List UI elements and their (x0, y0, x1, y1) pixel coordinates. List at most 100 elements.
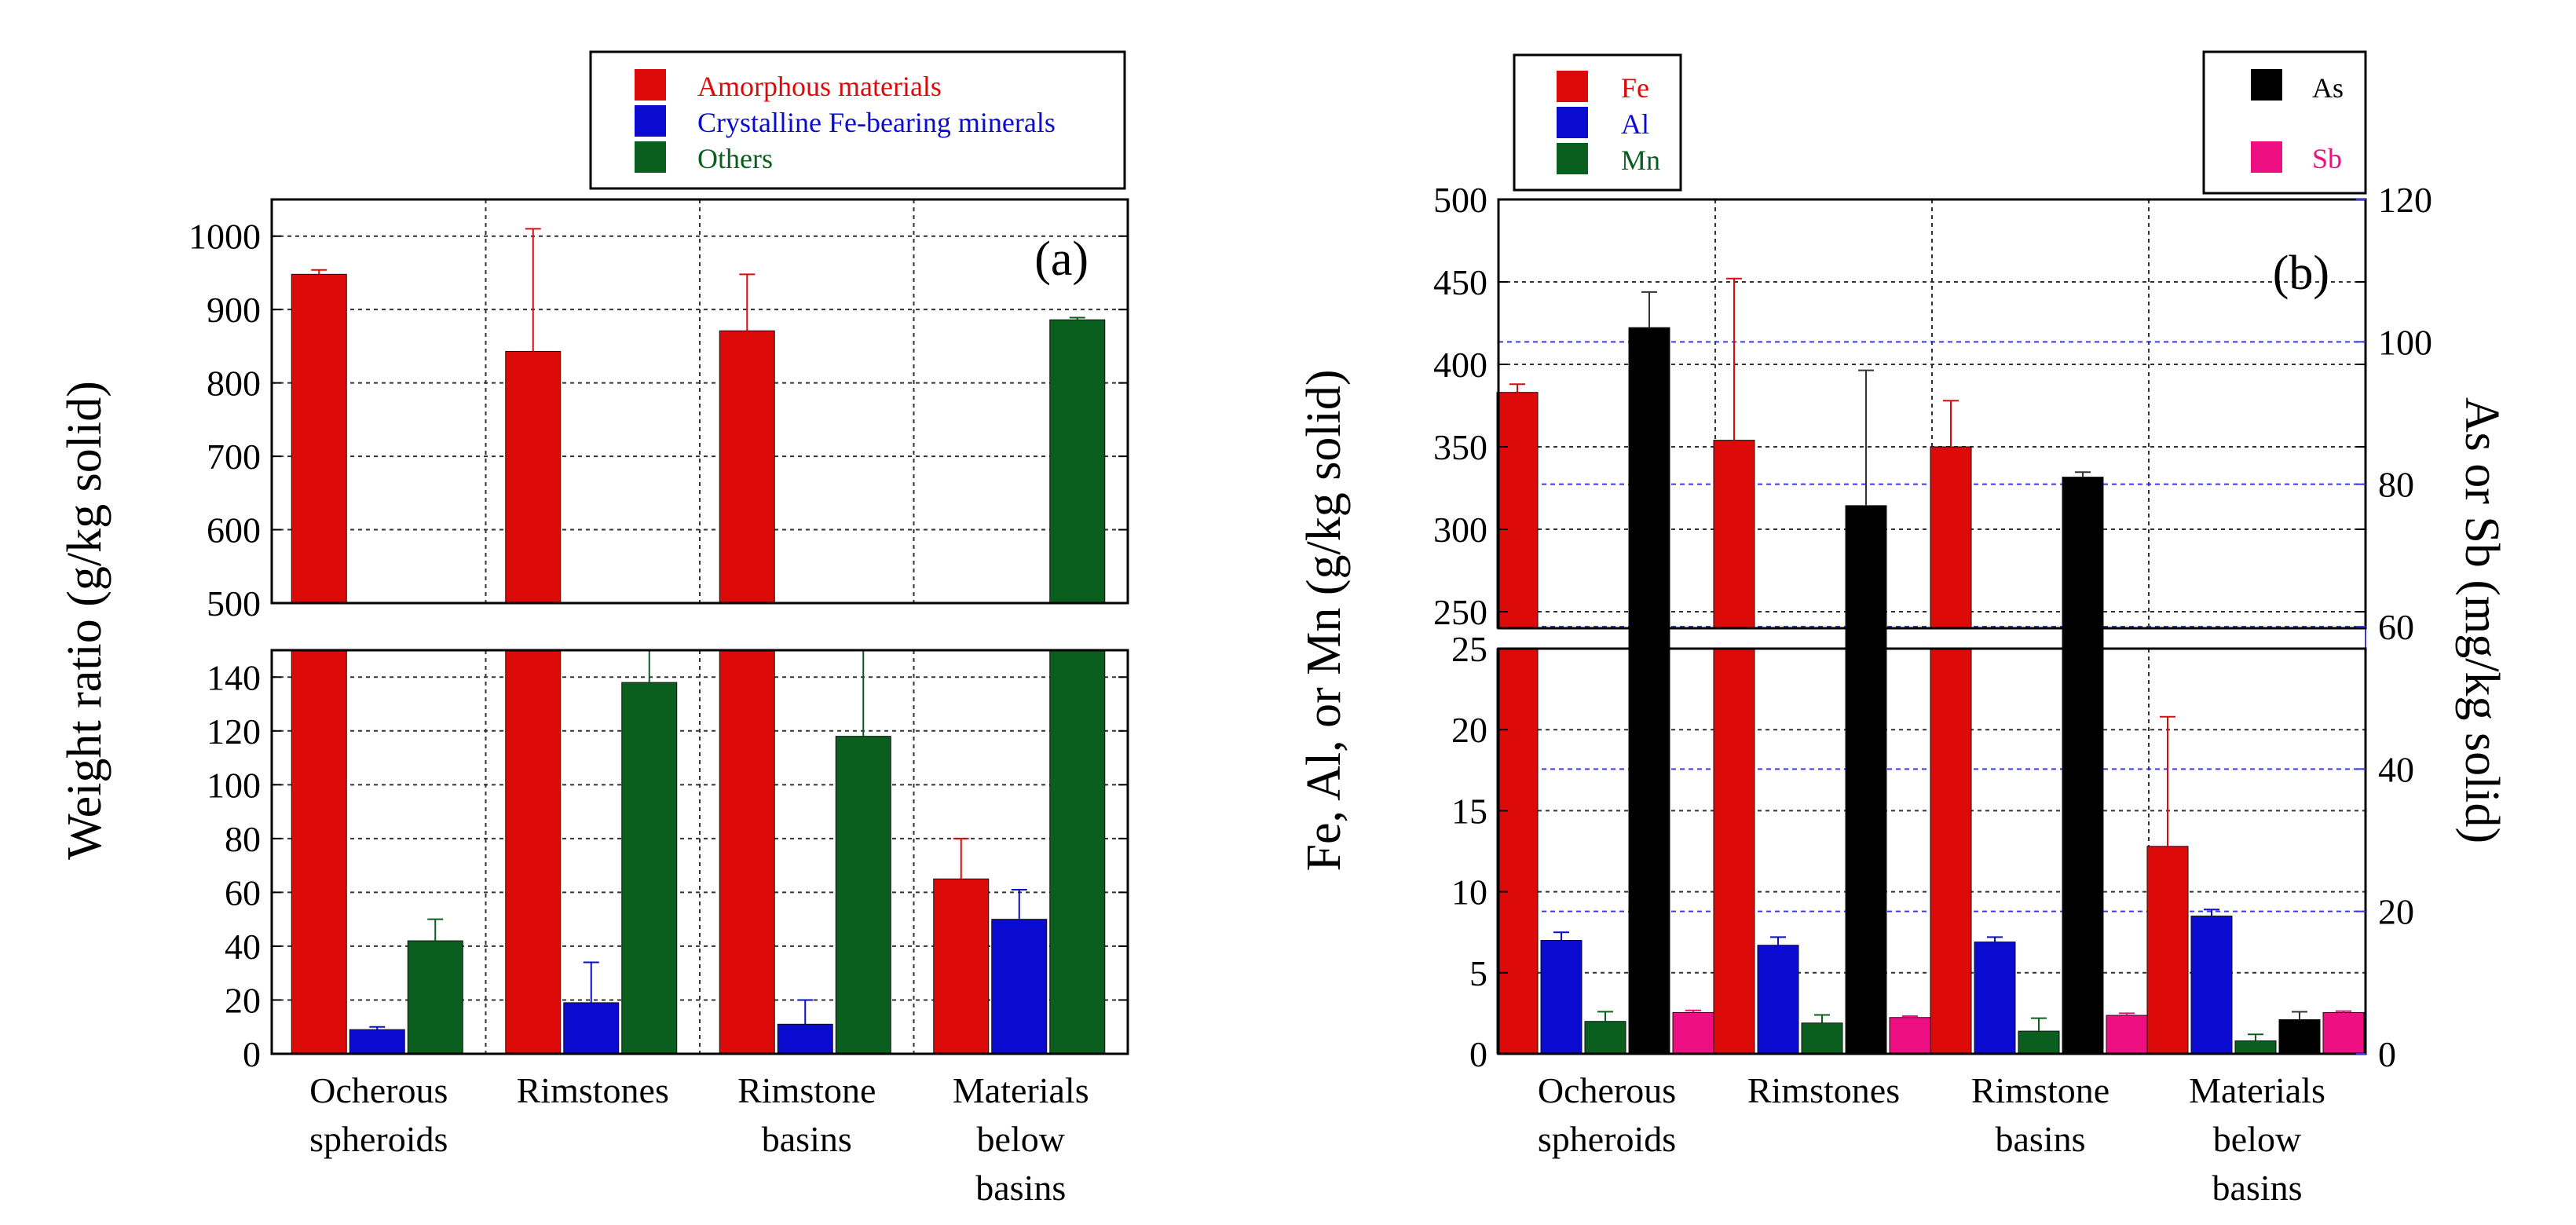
category-label-0: Ocherous spheroids (309, 1070, 448, 1159)
y-tick-label: 0 (1469, 1034, 1487, 1074)
category-label-line: basins (975, 1168, 1066, 1208)
bar-crystalline-fe-bearing-minerals (563, 1002, 620, 1055)
bar-series (291, 228, 1106, 1055)
legend-swatch-mn (1557, 143, 1588, 174)
bar-amorphous-materials (505, 649, 562, 1055)
category-label-2: Rimstone basins (1971, 1070, 2109, 1159)
bar-al (2190, 916, 2233, 1055)
legend-label-others: Others (697, 143, 773, 174)
category-label-1: Rimstones (1747, 1070, 1900, 1110)
y2-tick-label: 40 (2378, 749, 2414, 789)
y2-tick-label: 0 (2378, 1034, 2396, 1074)
bar-crystalline-fe-bearing-minerals (349, 1029, 405, 1055)
legend: Amorphous materials Crystalline Fe-beari… (589, 50, 1126, 190)
bar-mn (2018, 1030, 2060, 1055)
y-tick-label: 600 (207, 510, 261, 550)
category-label-line: basins (2212, 1168, 2303, 1208)
category-label-line: Materials (2189, 1070, 2325, 1110)
legend-left: Fe Al Mn (1513, 53, 1682, 192)
y-tick-label: 15 (1451, 791, 1487, 831)
secondary-y-axis-ticks: 0 20 40 60 80 100 120 (2356, 180, 2432, 1074)
bar-others (621, 682, 678, 1055)
y-axis-ticks: 250 300 350 400 450 500 0 5 10 15 20 25 (1433, 180, 2366, 1074)
category-labels: Ocherous spheroids Rimstones Rimstone basins… (309, 1070, 1089, 1208)
series-fe (1496, 277, 2189, 1055)
y-tick-label: 20 (1451, 710, 1487, 750)
secondary-y-axis-label: As or Sb (mg/kg solid) (2455, 397, 2508, 843)
category-label-line: below (2213, 1119, 2302, 1159)
series-sb (1672, 1009, 2365, 1055)
y-tick-label: 250 (1433, 592, 1487, 632)
category-label-line: Ocherous (1538, 1070, 1676, 1110)
y-tick-label: 800 (207, 364, 261, 404)
y-tick-label: 400 (1433, 345, 1487, 385)
category-label-line: Rimstone (737, 1070, 876, 1110)
bar-sb (1672, 1011, 1714, 1055)
bar-al (1757, 945, 1799, 1055)
bar-mn (1801, 1022, 1843, 1055)
bar-fe (1930, 648, 1972, 1055)
y-tick-label: 140 (207, 657, 261, 697)
legend-label-al: Al (1621, 108, 1649, 140)
bar-amorphous-materials (291, 649, 347, 1055)
y-axis-label: Weight ratio (g/kg solid) (58, 381, 112, 860)
bar-as (1845, 505, 1887, 1055)
series-al (1540, 909, 2233, 1055)
category-label-line: spheroids (309, 1119, 448, 1159)
y-tick-label: 350 (1433, 427, 1487, 467)
bar-sb (2106, 1015, 2148, 1055)
legend-label-amorphous: Amorphous materials (697, 71, 942, 102)
legend-swatch-crystalline (635, 105, 666, 137)
y-tick-label: 300 (1433, 510, 1487, 550)
panel-letter-b: (b) (2273, 247, 2329, 300)
bar-fe (1496, 648, 1539, 1055)
category-label-3: Materials below basins (2189, 1070, 2325, 1208)
bar-amorphous-materials-upper (291, 273, 347, 604)
bar-others (835, 736, 891, 1055)
bar-as (2062, 477, 2104, 1055)
legend-swatch-al (1557, 107, 1588, 138)
bar-others-upper (1049, 319, 1106, 604)
legend-label-crystalline: Crystalline Fe-bearing minerals (697, 107, 1056, 138)
bar-fe (2146, 846, 2189, 1055)
bar-series (1496, 277, 2365, 1055)
legend-frame (2202, 50, 2367, 195)
y2-tick-label: 80 (2378, 465, 2414, 505)
y-tick-label: 500 (207, 583, 261, 623)
bar-crystalline-fe-bearing-minerals (777, 1023, 833, 1055)
y-tick-label: 450 (1433, 262, 1487, 302)
legend-label-mn: Mn (1621, 144, 1660, 176)
series-mn (1584, 1011, 2277, 1055)
y-tick-label: 1000 (188, 217, 261, 257)
y-tick-label: 0 (243, 1034, 261, 1074)
y-tick-label: 40 (225, 927, 261, 967)
bar-fe-upper (1496, 392, 1539, 629)
legend-frame (589, 50, 1126, 190)
series-as (1628, 291, 2321, 1055)
bar-others (407, 940, 463, 1055)
series-others (407, 316, 1106, 1055)
legend-label-as: As (2312, 72, 2344, 104)
plot-frame (270, 198, 1129, 1055)
legend-swatch-as (2251, 69, 2282, 101)
bar-amorphous-materials (719, 649, 775, 1055)
category-label-line: below (977, 1119, 1066, 1159)
bar-amorphous-materials-upper (505, 350, 562, 604)
legend-swatch-others (635, 141, 666, 173)
bar-fe-upper (1930, 446, 1972, 629)
y-tick-label: 100 (207, 765, 261, 805)
legend-right: As Sb (2202, 50, 2367, 195)
series-amorphous-materials (291, 228, 990, 1055)
legend-label-sb: Sb (2312, 143, 2342, 174)
y-tick-label: 10 (1451, 872, 1487, 912)
bar-sb (2322, 1011, 2365, 1055)
category-label-line: Ocherous (309, 1070, 448, 1110)
y2-tick-label: 120 (2378, 180, 2432, 220)
category-label-line: basins (762, 1119, 852, 1159)
legend-swatch-sb (2251, 141, 2282, 173)
chart-panel-b: 250 300 350 400 450 500 0 5 10 15 20 25 0 20 40 60 80 10… (1297, 50, 2508, 1208)
y-tick-label: 25 (1451, 629, 1487, 669)
bar-mn (2234, 1040, 2277, 1055)
lower-plot-frame (270, 649, 1129, 1055)
